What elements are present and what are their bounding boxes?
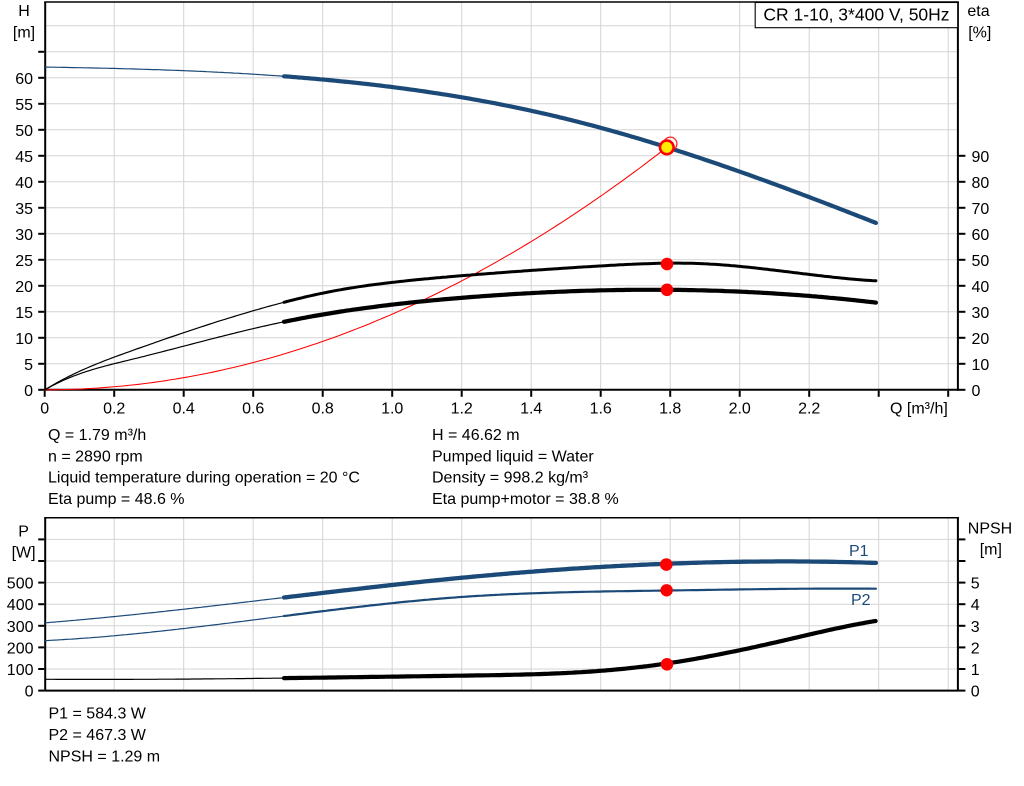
svg-text:0: 0 (24, 383, 33, 400)
svg-text:200: 200 (7, 640, 34, 657)
svg-text:5: 5 (24, 357, 33, 374)
svg-text:1.2: 1.2 (451, 401, 473, 418)
svg-text:[%]: [%] (968, 24, 991, 41)
svg-text:500: 500 (7, 576, 34, 593)
svg-text:H: H (18, 3, 30, 20)
svg-text:Q [m³/h]: Q [m³/h] (890, 401, 948, 418)
svg-text:1.0: 1.0 (381, 401, 403, 418)
svg-text:2.2: 2.2 (798, 401, 820, 418)
svg-text:50: 50 (15, 123, 33, 140)
svg-text:30: 30 (15, 227, 33, 244)
svg-text:30: 30 (972, 305, 990, 322)
svg-text:35: 35 (15, 201, 33, 218)
svg-text:0: 0 (40, 401, 49, 418)
svg-text:400: 400 (7, 597, 34, 614)
svg-text:0.6: 0.6 (242, 401, 264, 418)
svg-text:70: 70 (972, 201, 990, 218)
svg-text:20: 20 (972, 331, 990, 348)
svg-text:5: 5 (971, 576, 980, 593)
svg-text:1.4: 1.4 (520, 401, 542, 418)
svg-text:50: 50 (972, 253, 990, 270)
svg-text:3: 3 (971, 619, 980, 636)
svg-text:10: 10 (972, 357, 990, 374)
svg-text:Density = 998.2 kg/m³: Density = 998.2 kg/m³ (432, 470, 589, 487)
svg-text:P1: P1 (849, 543, 869, 560)
svg-text:[m]: [m] (13, 24, 35, 41)
svg-text:100: 100 (7, 662, 34, 679)
svg-text:80: 80 (972, 175, 990, 192)
svg-text:4: 4 (971, 597, 980, 614)
svg-text:0.4: 0.4 (173, 401, 195, 418)
svg-text:[m]: [m] (980, 542, 1002, 559)
svg-text:40: 40 (972, 279, 990, 296)
svg-text:P2 = 467.3 W: P2 = 467.3 W (49, 727, 147, 744)
svg-text:P2: P2 (851, 592, 871, 609)
svg-text:60: 60 (972, 227, 990, 244)
svg-text:Eta pump+motor = 38.8 %: Eta pump+motor = 38.8 % (432, 491, 619, 508)
svg-text:2: 2 (971, 640, 980, 657)
svg-text:H = 46.62 m: H = 46.62 m (432, 427, 520, 444)
svg-text:10: 10 (15, 331, 33, 348)
svg-text:eta: eta (967, 3, 989, 20)
svg-text:Q = 1.79 m³/h: Q = 1.79 m³/h (48, 427, 146, 444)
svg-text:20: 20 (15, 279, 33, 296)
svg-text:Pumped liquid = Water: Pumped liquid = Water (432, 448, 594, 465)
svg-text:1.8: 1.8 (659, 401, 681, 418)
svg-text:NPSH: NPSH (968, 521, 1012, 538)
svg-text:55: 55 (15, 97, 33, 114)
svg-text:n = 2890 rpm: n = 2890 rpm (48, 448, 143, 465)
svg-text:[W]: [W] (12, 545, 36, 562)
svg-text:0: 0 (971, 684, 980, 701)
svg-text:1.6: 1.6 (590, 401, 612, 418)
svg-text:90: 90 (972, 149, 990, 166)
svg-text:2.0: 2.0 (729, 401, 751, 418)
svg-text:CR 1-10, 3*400 V, 50Hz: CR 1-10, 3*400 V, 50Hz (763, 5, 949, 25)
svg-text:15: 15 (15, 305, 33, 322)
svg-text:45: 45 (15, 149, 33, 166)
svg-text:Eta pump = 48.6 %: Eta pump = 48.6 % (48, 491, 185, 508)
svg-text:60: 60 (15, 71, 33, 88)
svg-text:P: P (18, 523, 29, 540)
svg-text:0.2: 0.2 (103, 401, 125, 418)
svg-text:25: 25 (15, 253, 33, 270)
svg-text:P1 = 584.3 W: P1 = 584.3 W (49, 706, 147, 723)
svg-text:0.8: 0.8 (312, 401, 334, 418)
svg-text:0: 0 (972, 383, 981, 400)
svg-text:1: 1 (971, 662, 980, 679)
svg-text:0: 0 (25, 684, 34, 701)
svg-text:NPSH = 1.29 m: NPSH = 1.29 m (49, 748, 161, 765)
svg-text:Liquid temperature during oper: Liquid temperature during operation = 20… (48, 470, 360, 487)
svg-text:40: 40 (15, 175, 33, 192)
svg-text:300: 300 (7, 619, 34, 636)
